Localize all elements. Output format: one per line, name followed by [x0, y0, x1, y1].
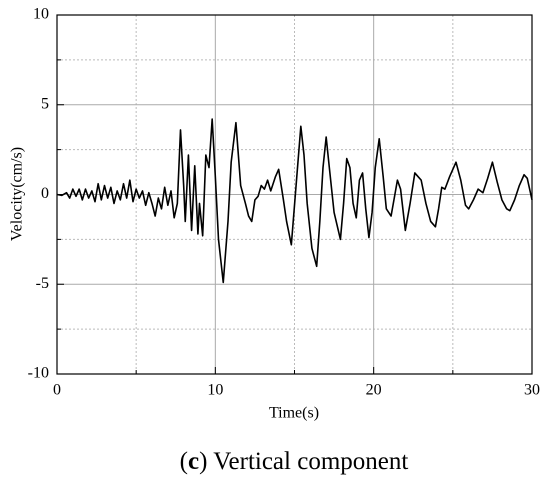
- x-tick-label: 0: [53, 382, 61, 399]
- caption-part: ) Vertical component: [199, 448, 408, 475]
- y-tick-label: 10: [33, 6, 49, 23]
- y-tick-label: 5: [41, 95, 49, 112]
- y-tick-label: 0: [41, 185, 49, 202]
- caption-label: c: [188, 448, 199, 475]
- x-tick-label: 30: [524, 382, 540, 399]
- y-tick-label: -5: [36, 275, 49, 292]
- caption: (c) Vertical component: [180, 448, 409, 475]
- y-axis-label: Velocity(cm/s): [9, 147, 26, 241]
- y-tick-label: -10: [28, 365, 49, 382]
- x-axis-label: Time(s): [269, 405, 319, 422]
- caption-part: (: [180, 448, 188, 475]
- data-line: [56, 118, 533, 284]
- x-tick-label: 10: [207, 382, 223, 399]
- x-tick-label: 20: [366, 382, 382, 399]
